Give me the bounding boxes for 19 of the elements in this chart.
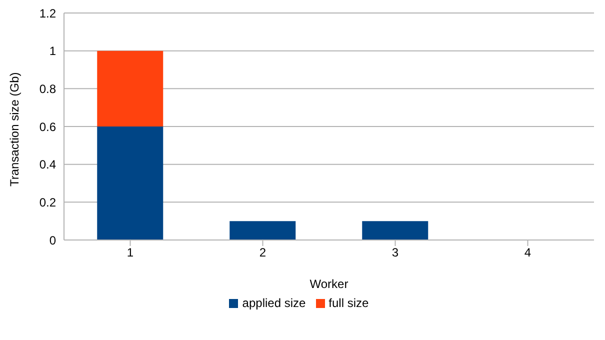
legend-label: full size — [328, 296, 369, 310]
x-tick-label: 3 — [392, 246, 399, 260]
bar — [97, 126, 164, 240]
y-tick-label: 1.2 — [39, 6, 56, 20]
bar — [97, 50, 164, 126]
x-tick-label: 2 — [259, 246, 266, 260]
y-tick-label: 0.8 — [39, 82, 56, 96]
bar — [230, 221, 296, 240]
y-tick-label: 0.2 — [39, 195, 56, 210]
x-tick-label: 1 — [126, 246, 134, 260]
x-axis-title: Worker — [310, 277, 348, 291]
bar — [362, 221, 428, 240]
legend-label: applied size — [242, 296, 306, 310]
y-tick-label: 0.6 — [39, 120, 56, 134]
y-tick-label: 1 — [49, 44, 56, 58]
y-tick-label: 0.4 — [39, 158, 56, 172]
x-tick-label: 4 — [524, 246, 532, 260]
y-axis-title: Transaction size (Gb) — [7, 72, 22, 186]
y-tick-label: 0 — [49, 233, 56, 248]
